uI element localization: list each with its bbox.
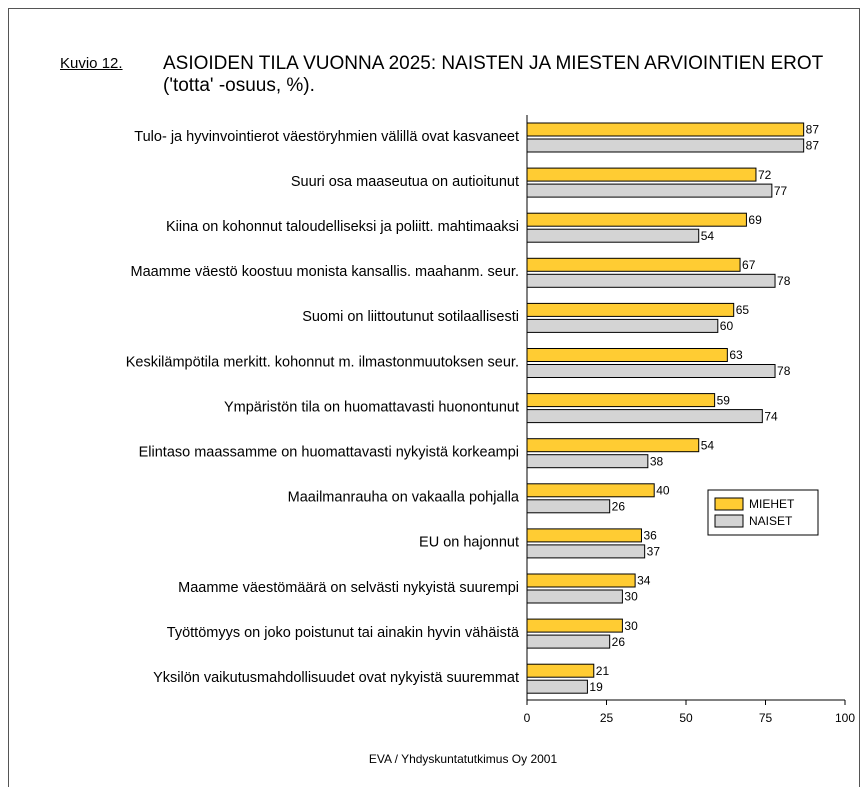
value-label: 60 [720, 319, 734, 333]
bar [526, 589, 623, 604]
value-label: 37 [647, 545, 661, 559]
value-label: 21 [596, 664, 610, 678]
bar [526, 138, 805, 153]
bar [526, 618, 623, 633]
category-label: Maamme väestö koostuu monista kansallis.… [131, 264, 519, 280]
bar [526, 528, 642, 543]
value-label: 26 [612, 635, 626, 649]
category-label: Työttömyys on joko poistunut tai ainakin… [167, 625, 520, 641]
bar [526, 348, 728, 362]
legend-label: MIEHET [749, 497, 795, 511]
bar [526, 257, 741, 272]
legend-swatch [714, 497, 744, 511]
legend-label: NAISET [749, 514, 793, 528]
category-label: Elintaso maassamme on huomattavasti nyky… [139, 445, 519, 461]
x-tick-label: 100 [835, 711, 855, 725]
value-label: 65 [736, 303, 750, 317]
value-label: 38 [650, 454, 664, 468]
bar [526, 167, 757, 182]
frame [8, 8, 860, 787]
figure-label: Kuvio 12. [60, 55, 123, 72]
legend-swatch [714, 514, 744, 528]
value-label: 78 [777, 274, 791, 288]
value-label: 72 [758, 168, 772, 182]
value-label: 26 [612, 499, 626, 513]
value-label: 69 [748, 213, 762, 227]
x-tick-label: 75 [759, 711, 773, 725]
category-label: Suuri osa maaseutua on autioitunut [291, 174, 519, 190]
x-tick-label: 25 [600, 711, 614, 725]
bar [526, 228, 700, 243]
chart-title: ASIOIDEN TILA VUONNA 2025: NAISTEN JA MI… [163, 53, 823, 96]
bar [526, 212, 747, 227]
category-label: Suomi on liittoutunut sotilaallisesti [302, 309, 519, 325]
bar [526, 183, 773, 198]
value-label: 36 [643, 529, 657, 543]
bar [526, 302, 735, 317]
category-label: Keskilämpötila merkitt. kohonnut m. ilma… [126, 354, 519, 370]
bar [526, 679, 588, 694]
bar [526, 573, 636, 588]
source: EVA / Yhdyskuntatutkimus Oy 2001 [369, 752, 558, 766]
bar [526, 483, 655, 498]
bar [526, 122, 805, 137]
value-label: 40 [656, 483, 670, 497]
category-label: Yksilön vaikutusmahdollisuudet ovat nyky… [153, 670, 519, 686]
value-label: 54 [701, 438, 715, 452]
category-label: Kiina on kohonnut taloudelliseksi ja pol… [166, 219, 519, 235]
value-label: 19 [589, 680, 603, 694]
value-label: 87 [806, 139, 820, 153]
bar [526, 393, 716, 408]
bar [526, 454, 649, 469]
category-label: Maailmanrauha on vakaalla pohjalla [288, 490, 520, 506]
value-label: 30 [624, 619, 638, 633]
bar [526, 364, 776, 378]
bar [526, 318, 719, 333]
value-label: 74 [764, 409, 778, 423]
value-label: 54 [701, 229, 715, 243]
x-tick-label: 0 [524, 711, 531, 725]
category-label: EU on hajonnut [419, 535, 519, 551]
value-label: 34 [637, 574, 651, 588]
bar [526, 409, 763, 424]
value-label: 63 [729, 348, 743, 362]
x-tick-label: 50 [679, 711, 693, 725]
value-label: 67 [742, 258, 756, 272]
value-label: 87 [806, 123, 820, 137]
bar [526, 499, 611, 514]
category-label: Ympäristön tila on huomattavasti huonont… [224, 399, 519, 415]
bar [526, 438, 700, 453]
value-label: 30 [624, 590, 638, 604]
bar [526, 273, 776, 288]
bar [526, 663, 595, 678]
category-label: Maamme väestömäärä on selvästi nykyistä … [178, 580, 519, 596]
value-label: 77 [774, 184, 788, 198]
bar [526, 634, 611, 649]
value-label: 59 [717, 393, 731, 407]
category-label: Tulo- ja hyvinvointierot väestöryhmien v… [134, 129, 519, 145]
value-label: 78 [777, 364, 791, 378]
bar [526, 544, 646, 559]
